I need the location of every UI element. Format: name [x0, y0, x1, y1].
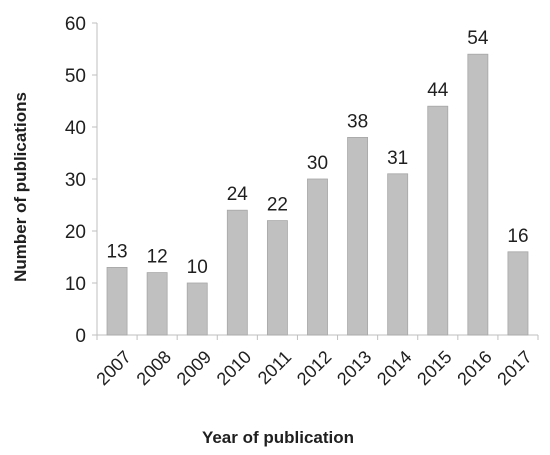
data-label-2011: 22: [267, 195, 288, 216]
bar-2008: [146, 272, 168, 336]
data-label-2012: 30: [307, 153, 328, 174]
data-label-2008: 12: [147, 247, 168, 268]
bar-2012: [307, 178, 328, 336]
data-label-2015: 44: [427, 80, 449, 101]
x-tick-label-2014: 2014: [373, 347, 415, 389]
bar-2007: [106, 266, 128, 336]
bar-2011: [266, 220, 288, 336]
bar-2010: [226, 209, 248, 336]
bar-2015: [427, 105, 449, 336]
bar-2014: [387, 173, 409, 336]
bar-2016: [467, 53, 489, 336]
x-axis-ticks: 2007200820092010201120122013201420152016…: [92, 335, 539, 389]
x-tick-label-2010: 2010: [213, 347, 255, 389]
y-tick-label: 0: [75, 326, 86, 347]
y-tick-label: 60: [65, 14, 86, 35]
data-label-2017: 16: [507, 226, 528, 247]
y-axis-ticks: 0 10 20 30 40 50 60: [65, 14, 97, 347]
data-label-2016: 54: [467, 28, 489, 49]
data-label-2010: 24: [227, 184, 249, 205]
bars: [106, 53, 529, 336]
y-tick-label: 20: [65, 222, 86, 243]
data-label-2014: 31: [387, 148, 408, 169]
y-tick-label: 30: [65, 170, 86, 191]
x-axis-title: Year of publication: [202, 428, 354, 447]
data-label-2007: 13: [106, 241, 127, 262]
x-tick-label-2017: 2017: [493, 347, 535, 389]
data-labels: 13 12 10 24 22 30 38 31 44 54 16: [106, 28, 528, 278]
x-tick-label-2009: 2009: [173, 347, 215, 389]
data-label-2009: 10: [187, 257, 208, 278]
y-tick-label: 10: [65, 274, 86, 295]
x-tick-label-2012: 2012: [293, 347, 335, 389]
y-tick-label: 40: [65, 118, 86, 139]
data-label-2013: 38: [347, 111, 368, 132]
y-tick-label: 50: [65, 66, 86, 87]
x-tick-label-2008: 2008: [133, 347, 175, 389]
x-tick-label-2015: 2015: [413, 347, 455, 389]
bar-2013: [347, 136, 369, 336]
x-tick-label-2007: 2007: [92, 347, 134, 389]
bar-2009: [186, 282, 208, 336]
y-axis-title: Number of publications: [11, 92, 30, 282]
bar-2017: [507, 251, 529, 336]
x-tick-label-2011: 2011: [254, 347, 296, 389]
x-tick-label-2013: 2013: [333, 347, 375, 389]
x-tick-label-2016: 2016: [453, 347, 495, 389]
